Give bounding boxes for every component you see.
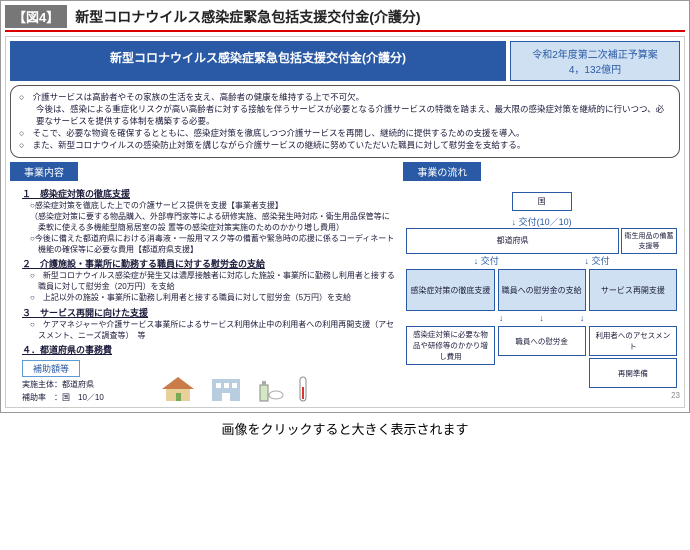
arrow1-label: 交付(10／10) — [519, 217, 572, 227]
s2-item1: ○ 新型コロナウイルス感染症が発生又は濃厚接触者に対応した施設・事業所に勤務し利… — [30, 271, 397, 293]
content-columns: 事業内容 １ 感染症対策の徹底支援 ○感染症対策を徹底した上での介護サービス提供… — [10, 162, 680, 403]
summary-b: ○ そこで、必要な物資を確保するとともに、感染症対策を徹底しつつ介護サービスを再… — [19, 128, 671, 140]
hojo-line1: 実施主体：都道府県 — [22, 379, 104, 390]
col2: 職員への慰労金 — [498, 326, 586, 388]
illustrations — [158, 373, 316, 403]
node-side: 衛生用品の備蓄支援等 — [621, 228, 677, 254]
s1-item2: ○今後に備えた都道府県における消毒液・一般用マスク等の備蓄や緊急時の応援に係るコ… — [30, 234, 397, 256]
arrow2b-label: 交付 — [592, 256, 610, 266]
header-row: 新型コロナウイルス感染症緊急包括支援交付金(介護分) 令和2年度第二次補正予算案… — [10, 41, 680, 81]
flowchart: 国 ↓ 交付(10／10) 都道府県 衛生用品の備蓄支援等 ↓ 交付 ↓ 交付 … — [403, 185, 680, 391]
col3: 利用者へのアセスメント 再開準備 — [589, 326, 677, 388]
hojo-line2: 補助率 ：国 10／10 — [22, 392, 104, 403]
section3-heading: ３ サービス再開に向けた支援 — [22, 306, 397, 319]
node-b2: 職員への慰労金の支給 — [498, 269, 586, 311]
figure-container: 【図4】 新型コロナウイルス感染症緊急包括支援交付金(介護分) 新型コロナウイル… — [0, 0, 690, 413]
building-icon — [206, 373, 246, 403]
summary-a: ○ 介護サービスは高齢者やその家族の生活を支え、高齢者の健康を維持する上で不可欠… — [19, 92, 671, 104]
budget-line1: 令和2年度第二次補正予算案 — [513, 46, 677, 61]
section1-heading: １ 感染症対策の徹底支援 — [22, 187, 397, 200]
node-c3a: 利用者へのアセスメント — [589, 326, 677, 356]
arrow-1: ↓ 交付(10／10) — [406, 215, 677, 228]
s1-item1b: （感染症対策に要する物品購入、外部専門家等による研修実施、感染発生時対応・衛生用… — [30, 212, 397, 234]
figure-label: 【図4】 — [5, 5, 67, 28]
caption: 画像をクリックすると大きく表示されます — [0, 413, 690, 444]
page-number: 23 — [403, 391, 680, 400]
s2-item2: ○ 上記以外の施設・事業所に勤務し利用者と接する職員に対して慰労金（5万円）を支… — [30, 293, 397, 304]
header-budget: 令和2年度第二次補正予算案 4，132億円 — [510, 41, 680, 81]
lower-row: 補助額等 実施主体：都道府県 補助率 ：国 10／10 — [10, 358, 397, 403]
pref-row: 都道府県 衛生用品の備蓄支援等 — [406, 228, 677, 254]
col1: 感染症対策に必要な物品や研修等のかかり増し費用 — [406, 326, 494, 388]
header-main: 新型コロナウイルス感染症緊急包括支援交付金(介護分) — [10, 41, 506, 81]
hojo-label: 補助額等 — [22, 360, 80, 377]
slide[interactable]: 新型コロナウイルス感染症緊急包括支援交付金(介護分) 令和2年度第二次補正予算案… — [5, 36, 685, 408]
summary-c: ○ また、新型コロナウイルスの感染防止対策を講じながら介護サービスの継続に努めて… — [19, 140, 671, 152]
right-column: 事業の流れ 国 ↓ 交付(10／10) 都道府県 衛生用品の備蓄支援等 ↓ 交付… — [403, 162, 680, 403]
thermometer-icon — [292, 373, 316, 403]
figure-title: 新型コロナウイルス感染症緊急包括支援交付金(介護分) — [75, 7, 420, 27]
node-pref: 都道府県 — [406, 228, 619, 254]
s3-item1: ○ ケアマネジャーや介護サービス事業所によるサービス利用休止中の利用者への利用再… — [30, 320, 397, 342]
summary-a2: 今後は、感染による重症化リスクが高い高齢者に対する接触を伴うサービスが必要となる… — [19, 104, 671, 128]
tag-right: 事業の流れ — [403, 162, 481, 181]
house-icon — [158, 373, 198, 403]
tag-left: 事業内容 — [10, 162, 78, 181]
arrow-3: ↓ ↓ ↓ — [406, 311, 677, 324]
node-c1: 感染症対策に必要な物品や研修等のかかり増し費用 — [406, 326, 494, 365]
detail-row: 感染症対策に必要な物品や研修等のかかり増し費用 職員への慰労金 利用者へのアセス… — [406, 326, 677, 388]
s1-item1: ○感染症対策を徹底した上での介護サービス提供を支援【事業者支援】 — [30, 201, 397, 212]
blue-row: 感染症対策の徹底支援 職員への慰労金の支給 サービス再開支援 — [406, 269, 677, 311]
section4-heading: ４．都道府県の事務費 — [22, 343, 397, 356]
section2-heading: ２ 介護施設・事業所に勤務する職員に対する慰労金の支給 — [22, 257, 397, 270]
title-bar: 【図4】 新型コロナウイルス感染症緊急包括支援交付金(介護分) — [5, 5, 685, 32]
left-column: 事業内容 １ 感染症対策の徹底支援 ○感染症対策を徹底した上での介護サービス提供… — [10, 162, 397, 403]
node-c2: 職員への慰労金 — [498, 326, 586, 356]
summary-box: ○ 介護サービスは高齢者やその家族の生活を支え、高齢者の健康を維持する上で不可欠… — [10, 85, 680, 158]
arrow2a-label: 交付 — [481, 256, 499, 266]
budget-line2: 4，132億円 — [513, 61, 677, 76]
node-b3: サービス再開支援 — [589, 269, 677, 311]
spray-mask-icon — [254, 373, 284, 403]
node-kuni: 国 — [512, 192, 572, 211]
node-c3b: 再開準備 — [589, 358, 677, 388]
node-b1: 感染症対策の徹底支援 — [406, 269, 494, 311]
arrow-2: ↓ 交付 ↓ 交付 — [406, 254, 677, 267]
hojo-block: 補助額等 実施主体：都道府県 補助率 ：国 10／10 — [10, 358, 104, 403]
